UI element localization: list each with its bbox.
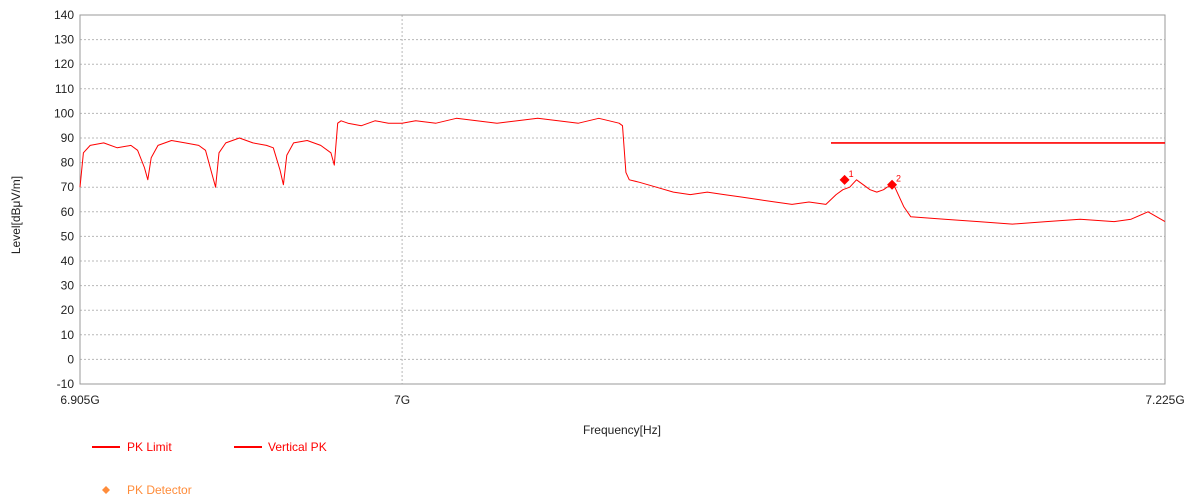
x-tick-label: 7G [394,393,410,407]
marker-label: 1 [849,169,854,179]
y-tick-label: 130 [54,33,74,47]
y-tick-label: 20 [61,303,75,317]
y-tick-label: 90 [61,131,75,145]
y-axis-ticks: -10 0 10 20 30 40 50 60 70 80 90 100 110 120 130 140 [54,8,74,391]
pk-detector-marker [839,174,850,185]
y-tick-label: 50 [61,229,75,243]
grid-layer [79,14,1166,385]
y-tick-label: 120 [54,57,74,71]
vertical-pk-trace [79,117,1166,225]
y-tick-label: 80 [61,156,75,170]
legend-swatch-pk-detector [102,486,110,494]
legend-label-pk-detector: PK Detector [127,483,192,497]
x-tick-label: 6.905G [60,393,99,407]
y-tick-label: 100 [54,106,74,120]
legend-label-pk-limit: PK Limit [127,440,172,454]
legend-item-pk-detector: PK Detector [102,483,192,497]
y-tick-label: 30 [61,279,75,293]
y-tick-label: 40 [61,254,75,268]
y-tick-label: 0 [67,352,74,366]
pk-detector-marker [887,179,898,190]
series-layer [79,117,1166,225]
y-tick-label: -10 [57,377,75,391]
y-tick-label: 140 [54,8,74,22]
y-tick-label: 70 [61,180,75,194]
legend-item-vertical-pk: Vertical PK [234,440,327,454]
marker-label: 2 [896,174,901,184]
plot-frame [79,14,1166,385]
y-axis-title: Level[dBμV/m] [9,176,23,254]
y-tick-label: 60 [61,205,75,219]
legend: PK Limit Vertical PK PK Detector [92,440,327,497]
x-axis-title: Frequency[Hz] [583,423,661,437]
x-axis-ticks: 6.905G 7G 7.225G [60,393,1184,407]
legend-label-vertical-pk: Vertical PK [268,440,327,454]
y-tick-label: 110 [55,82,74,96]
x-tick-label: 7.225G [1145,393,1184,407]
legend-item-pk-limit: PK Limit [92,440,172,454]
y-tick-label: 10 [61,328,75,342]
